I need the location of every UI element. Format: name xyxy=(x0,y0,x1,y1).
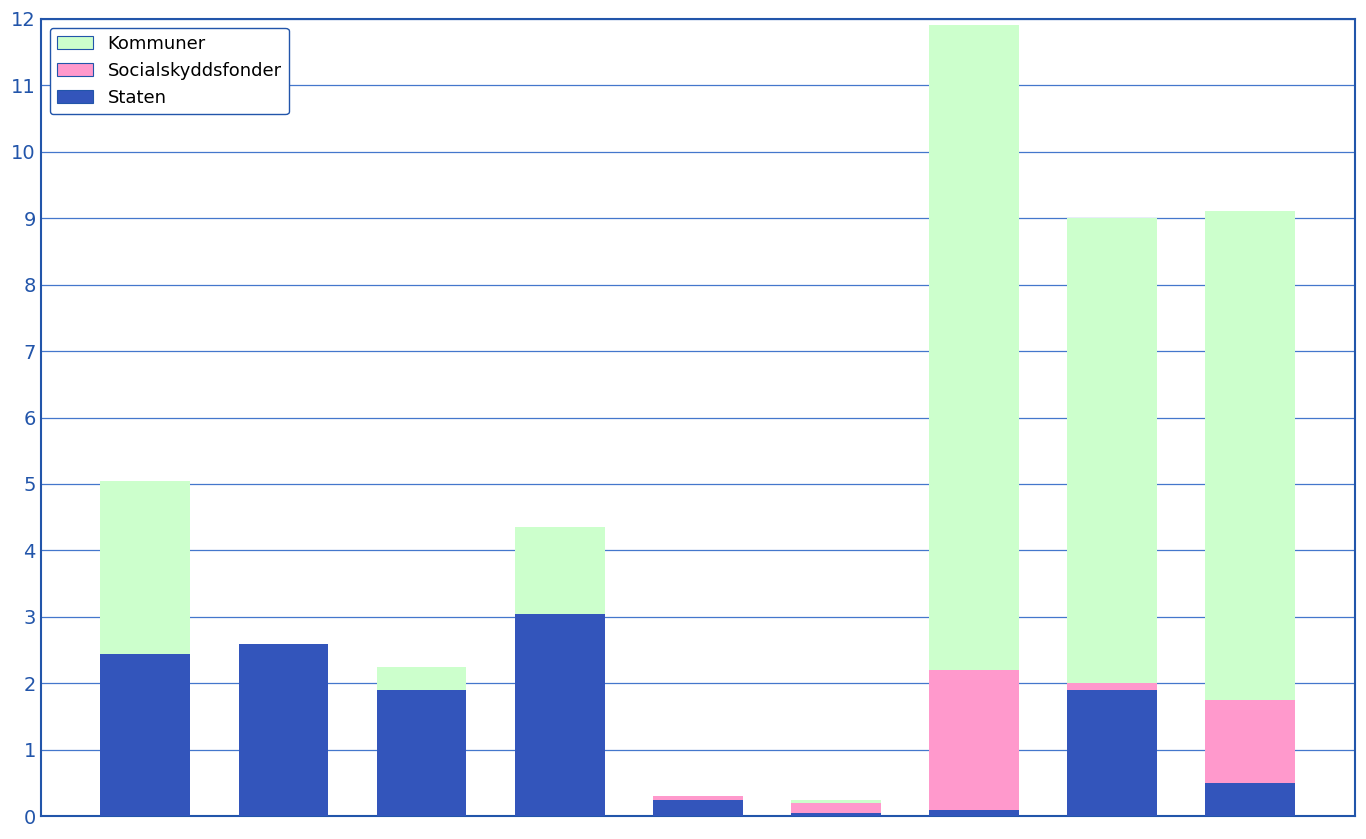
Bar xyxy=(377,690,466,816)
Bar xyxy=(929,670,1019,810)
Bar xyxy=(791,803,881,813)
Bar xyxy=(101,481,190,654)
Bar xyxy=(929,810,1019,816)
Bar xyxy=(1205,783,1295,816)
Bar xyxy=(929,25,1019,670)
Bar xyxy=(1067,218,1157,684)
Bar xyxy=(515,527,605,613)
Bar xyxy=(101,654,190,816)
Bar xyxy=(791,800,881,803)
Bar xyxy=(791,813,881,816)
Bar xyxy=(1205,700,1295,783)
Bar xyxy=(653,796,743,800)
Legend: Kommuner, Socialskyddsfonder, Staten: Kommuner, Socialskyddsfonder, Staten xyxy=(49,28,288,114)
Bar xyxy=(1067,690,1157,816)
Bar xyxy=(1205,211,1295,700)
Bar xyxy=(653,800,743,816)
Bar xyxy=(239,644,328,816)
Bar xyxy=(377,667,466,690)
Bar xyxy=(1067,684,1157,690)
Bar xyxy=(515,613,605,816)
